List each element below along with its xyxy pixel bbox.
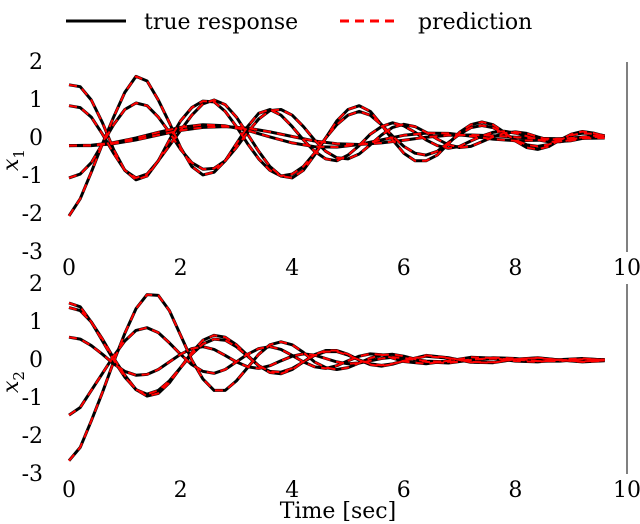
y-tick-label: -3 [22,240,43,265]
x-tick-label: 8 [508,478,522,503]
y-tick-label: 1 [29,310,43,335]
y-tick-label: 0 [29,126,43,151]
x-tick-label: 6 [397,478,411,503]
y-tick-label: 2 [29,50,43,75]
x-tick-label: 10 [613,478,640,503]
x-tick-label: 8 [508,256,522,281]
prediction-line [68,102,605,179]
true-response-line [67,293,605,462]
subplot-x2: 210-1-2-3 0 2 4 6 8 10 x2 [0,272,640,503]
y-tick-label: 2 [29,272,43,297]
true-response-line [68,301,605,396]
series-group-x1 [67,74,606,217]
legend: true response prediction [66,10,532,35]
x-axis-title: Time [sec] [280,499,396,524]
y-tick-label: -2 [22,424,43,449]
true-response-line [68,326,605,417]
y-tick-labels-x2: 2 1 0 -1 -2 -3 [22,272,43,487]
x-tick-label: 0 [62,256,76,281]
y-tick-label: -1 [22,164,43,189]
legend-label-true: true response [144,10,298,35]
x-tick-labels-x2: 0 2 4 6 8 10 [62,478,640,503]
y-tick-label: 1 [29,88,43,113]
prediction-line [68,302,605,396]
y-tick-label: -2 [22,202,43,227]
subplot-x1: 210-1-2-3 0 2 4 6 8 10 x1 [0,50,640,281]
x-tick-label: 4 [285,478,299,503]
y-tick-label: -3 [22,462,43,487]
x-tick-label: 0 [62,478,76,503]
x-tick-label: 2 [174,478,188,503]
prediction-line [68,75,605,217]
y-tick-label: -1 [22,386,43,411]
y-axis-label-x1: x1 [0,149,28,171]
y-tick-labels-x1: 2 1 0 -1 -2 -3 [22,50,43,265]
x-tick-label: 2 [174,256,188,281]
prediction-line [68,326,605,416]
x-tick-label: 6 [397,256,411,281]
y-tick-label: 0 [29,348,43,373]
prediction-line [68,293,605,462]
x-tick-labels-x1: 0 2 4 6 8 10 [62,256,640,281]
legend-label-prediction: prediction [418,10,532,35]
x-tick-label: 4 [285,256,299,281]
x-tick-label: 10 [613,256,640,281]
series-group-x2 [67,293,605,462]
y-axis-label-x2: x2 [0,371,28,393]
prediction-line [68,123,605,149]
prediction-line [68,336,605,377]
prediction-line [69,125,605,147]
prediction-line [68,306,605,398]
